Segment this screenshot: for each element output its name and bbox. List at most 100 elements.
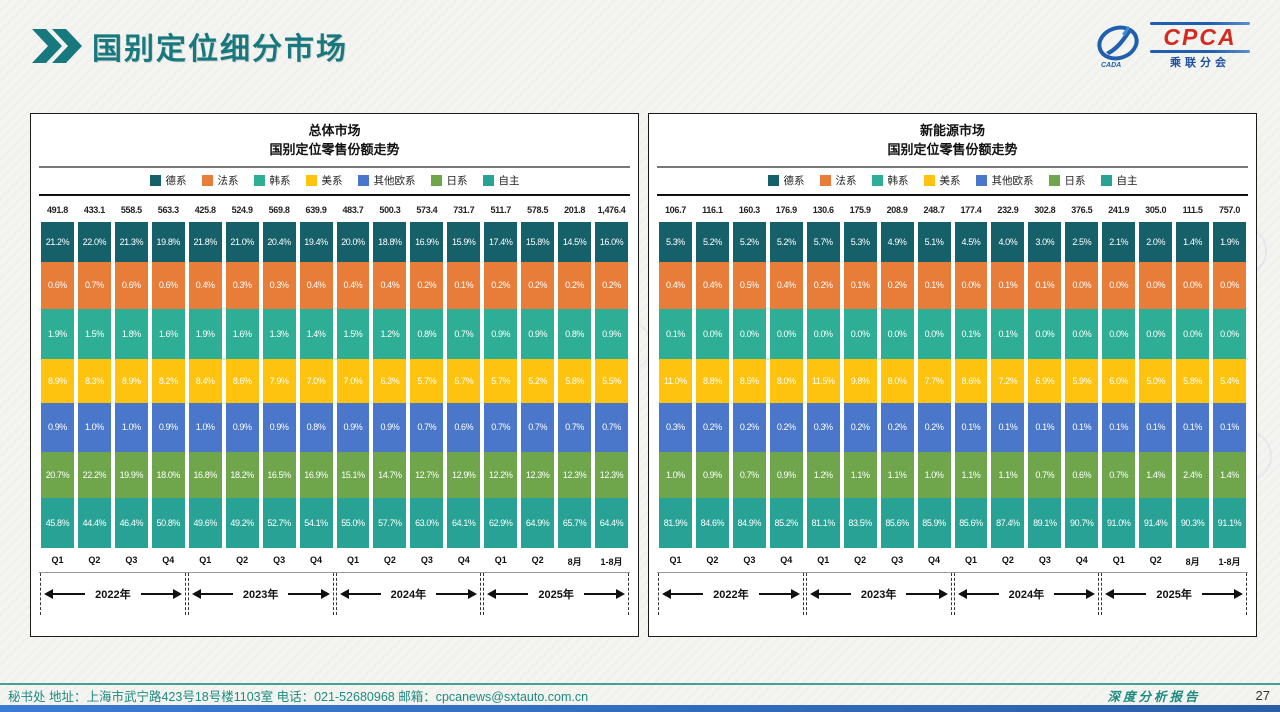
bar-segment: 19.9%: [114, 451, 148, 498]
stacked-bar: 21.3% 0.6% 1.8% 8.9% 1.0% 19.9% 46.4%: [114, 221, 148, 548]
segment-value-label: 0.0%: [1109, 328, 1129, 339]
stacked-bar: 1.4% 0.0% 0.0% 5.8% 0.1% 2.4% 90.3%: [1176, 221, 1210, 548]
bar-segment: 87.4%: [991, 497, 1025, 548]
legend-swatch-icon: [430, 175, 442, 187]
segment-value-label: 0.7%: [1035, 469, 1055, 480]
bar-segment: 0.1%: [843, 261, 877, 309]
bar-segment: 0.1%: [1213, 402, 1246, 452]
segment-value-label: 0.2%: [776, 422, 796, 433]
segment-value-label: 0.9%: [602, 328, 621, 339]
segment-value-label: 63.0%: [415, 517, 439, 528]
logo-line: [1150, 49, 1250, 53]
segment-value-label: 2.4%: [1183, 469, 1203, 480]
segment-value-label: 0.0%: [1146, 280, 1166, 291]
totals-row: 491.8 433.1 558.5 563.3 425.8 524.9 569.8 639.9…: [39, 205, 630, 215]
bar-segment: 54.1%: [299, 497, 333, 548]
x-tick-label: 1-8月: [600, 556, 623, 567]
segment-value-label: 0.8%: [306, 422, 326, 433]
legend-swatch-icon: [767, 175, 779, 187]
chart-title-line2: 国别定位零售份额走势: [269, 141, 400, 157]
segment-value-label: 16.0%: [599, 236, 624, 247]
bar-segment: 12.3%: [521, 451, 555, 498]
bar-segment: 8.5%: [732, 358, 766, 403]
year-axis: 2022年 2023年 2024年 2025年: [657, 572, 1248, 615]
x-tick-label: Q4: [1075, 554, 1088, 565]
legend-swatch-icon: [871, 175, 883, 187]
bar-segment: 0.1%: [991, 402, 1025, 452]
segment-value-label: 12.7%: [415, 469, 439, 480]
bar-segment: 1.4%: [1139, 451, 1173, 498]
chart-title-line2: 国别定位零售份额走势: [887, 141, 1018, 157]
arrow-left-icon: [1105, 588, 1115, 599]
segment-value-label: 0.4%: [343, 280, 363, 291]
segment-value-label: 91.1%: [1217, 517, 1242, 528]
x-tick-label: Q2: [236, 554, 249, 565]
segment-value-label: 0.1%: [850, 280, 870, 291]
bar-segment: 0.9%: [41, 402, 74, 452]
segment-value-label: 0.4%: [702, 280, 722, 291]
segment-value-label: 0.2%: [887, 280, 907, 291]
stacked-bar: 5.7% 0.2% 0.0% 11.5% 0.3% 1.2% 81.1%: [806, 221, 840, 548]
bar-segment: 8.6%: [225, 358, 259, 403]
chart-panel-total-market: 总体市场 国别定位零售份额走势 德系 法系 韩系 美系 其他欧系 日系 自主 491.8 43…: [30, 113, 639, 637]
bar-segment: 6.9%: [1028, 358, 1062, 403]
bar-segment: 12.7%: [410, 451, 444, 498]
x-tick-label: Q3: [420, 554, 433, 565]
segment-value-label: 1.2%: [380, 328, 400, 339]
segment-value-label: 8.3%: [84, 375, 104, 386]
bar-segment: 0.3%: [225, 261, 259, 309]
bar-segment: 0.1%: [1176, 402, 1210, 452]
segment-value-label: 2.0%: [1146, 236, 1166, 247]
segment-value-label: 5.5%: [602, 375, 621, 386]
segment-value-label: 0.3%: [666, 422, 685, 433]
chart-title: 新能源市场 国别定位零售份额走势: [657, 122, 1248, 160]
segment-value-label: 12.3%: [525, 469, 550, 480]
bar-segment: 4.5%: [954, 221, 988, 262]
segment-value-label: 84.6%: [700, 517, 725, 528]
total-value: 241.9: [1108, 204, 1130, 215]
stacked-bar: 22.0% 0.7% 1.5% 8.3% 1.0% 22.2% 44.4%: [77, 221, 111, 548]
stacked-bar: 21.0% 0.3% 1.6% 8.6% 0.9% 18.2% 49.2%: [225, 221, 259, 548]
segment-value-label: 5.1%: [924, 236, 944, 247]
bar-segment: 64.4%: [595, 497, 628, 548]
bar-segment: 1.5%: [336, 308, 370, 359]
bar-segment: 0.2%: [843, 402, 877, 452]
segment-value-label: 0.6%: [454, 422, 474, 433]
chart-legend: 德系 法系 韩系 美系 其他欧系 日系 自主: [39, 168, 630, 194]
segment-value-label: 52.7%: [267, 517, 291, 528]
stacked-bars: 5.3% 0.4% 0.1% 11.0% 0.3% 1.0% 81.9% 5.2% 0.4% 0.…: [657, 221, 1248, 548]
bar-segment: 0.2%: [917, 402, 951, 452]
segment-value-label: 14.5%: [562, 236, 587, 247]
segment-value-label: 0.1%: [1109, 422, 1129, 433]
segment-value-label: 0.4%: [195, 280, 215, 291]
segment-value-label: 8.9%: [121, 375, 141, 386]
segment-value-label: 0.9%: [528, 328, 548, 339]
total-value: 500.3: [379, 204, 401, 215]
bar-segment: 15.9%: [447, 221, 481, 262]
bar-segment: 0.1%: [991, 261, 1025, 309]
segment-value-label: 49.6%: [193, 517, 217, 528]
segment-value-label: 0.1%: [1035, 422, 1055, 433]
totals-row: 106.7 116.1 160.3 176.9 130.6 175.9 208.9 248.7…: [657, 205, 1248, 215]
chart-title-line1: 新能源市场: [919, 123, 985, 138]
segment-value-label: 0.0%: [1220, 328, 1239, 339]
segment-value-label: 45.8%: [45, 517, 70, 528]
legend-label: 法系: [835, 175, 857, 188]
bar-segment: 0.2%: [695, 402, 729, 452]
segment-value-label: 15.8%: [525, 236, 550, 247]
x-axis-labels: Q1 Q2 Q3 Q4 Q1 Q2 Q3 Q4 Q1 Q2 Q3 Q4 Q1 Q2 8月 1-8月: [657, 555, 1248, 568]
bar-segment: 1.2%: [806, 451, 840, 498]
segment-value-label: 85.9%: [922, 517, 946, 528]
bar-segment: 16.8%: [188, 451, 222, 498]
segment-value-label: 0.1%: [1072, 422, 1092, 433]
segment-value-label: 18.8%: [378, 236, 402, 247]
x-tick-label: Q1: [346, 554, 359, 565]
legend-label: 日系: [1064, 175, 1086, 188]
bar-segment: 0.0%: [1065, 261, 1099, 309]
segment-value-label: 0.2%: [813, 280, 833, 291]
bar-segment: 1.9%: [188, 308, 222, 359]
bar-segment: 0.0%: [769, 308, 803, 359]
stacked-bar: 5.1% 0.1% 0.0% 7.7% 0.2% 1.0% 85.9%: [917, 221, 951, 548]
bar-segment: 1.1%: [843, 451, 877, 498]
legend-swatch-icon: [819, 175, 831, 187]
